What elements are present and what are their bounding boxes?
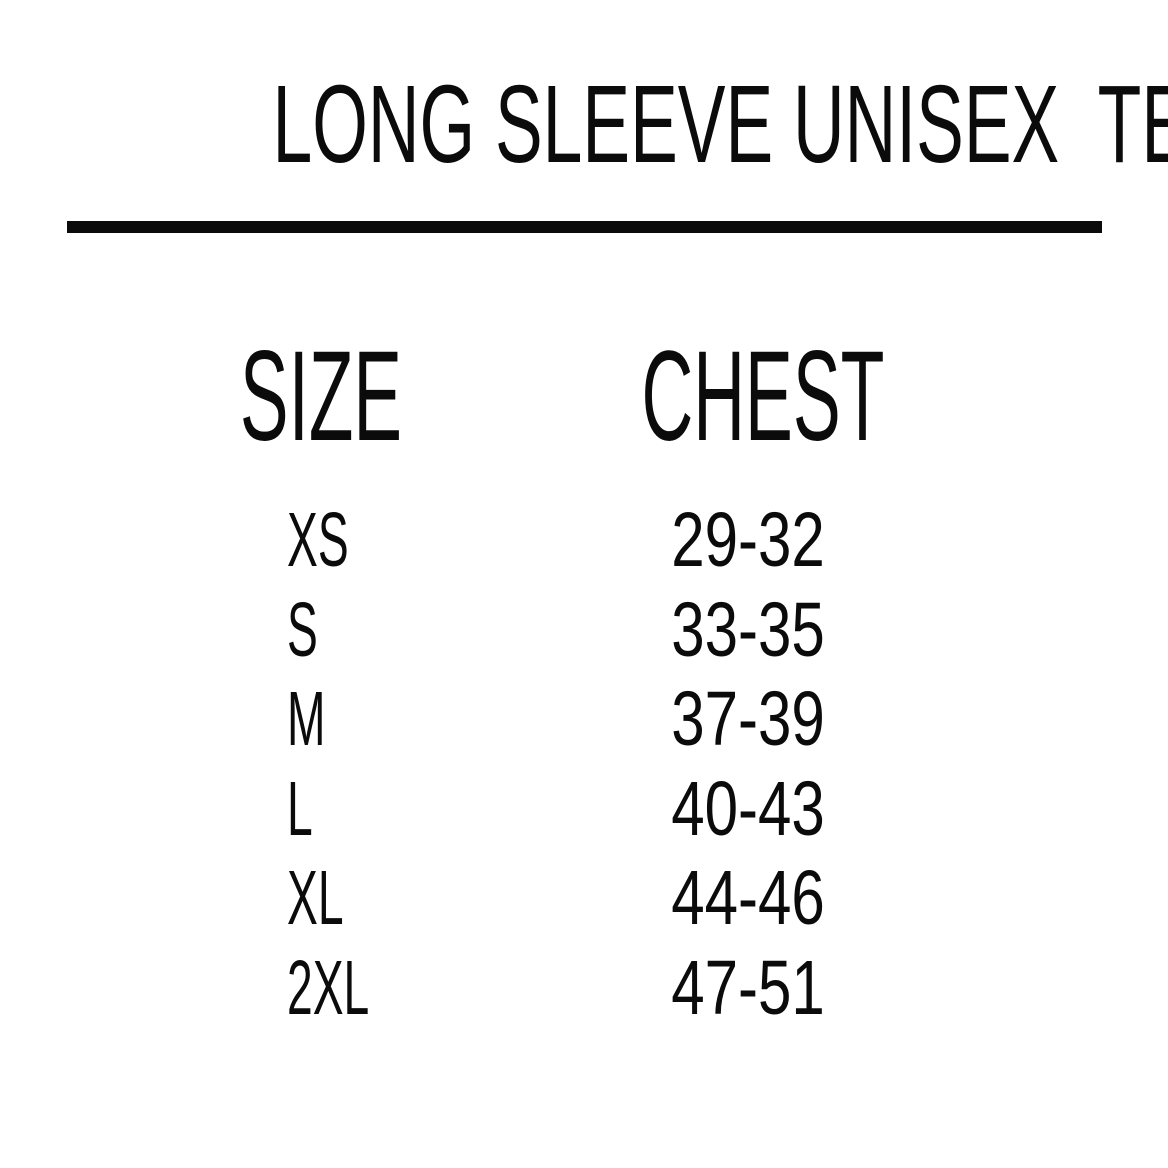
chest-cell: 40-43 [671,765,825,852]
table-row-m: M 37-39 [0,681,1168,771]
size-cell: S [287,586,318,673]
size-cell: M [287,676,326,763]
size-cell: XL [287,855,344,942]
chest-cell: 47-51 [671,944,825,1031]
size-table-body: XS 29-32 S 33-35 M 37-39 L 40-43 XL 44-4… [0,502,1168,1040]
chest-cell: 33-35 [671,586,825,673]
size-cell: L [287,765,313,852]
table-row-xs: XS 29-32 [0,502,1168,592]
table-row-s: S 33-35 [0,586,1168,682]
chest-cell: 37-39 [671,676,825,763]
table-row-xl: XL 44-46 [0,860,1168,950]
column-header-chest: CHEST [641,325,885,468]
size-cell: 2XL [287,944,370,1031]
chest-cell: 29-32 [671,497,825,583]
table-row-l: L 40-43 [0,765,1168,861]
chest-cell: 44-46 [671,855,825,942]
size-cell: XS [287,497,349,583]
page-title: LONG SLEEVE UNISEX TEES [0,70,1168,180]
table-row-2xl: 2XL 47-51 [0,944,1168,1040]
column-header-size: SIZE [239,325,403,468]
page-title-text: LONG SLEEVE UNISEX TEES [272,63,1168,186]
title-divider [67,221,1102,233]
